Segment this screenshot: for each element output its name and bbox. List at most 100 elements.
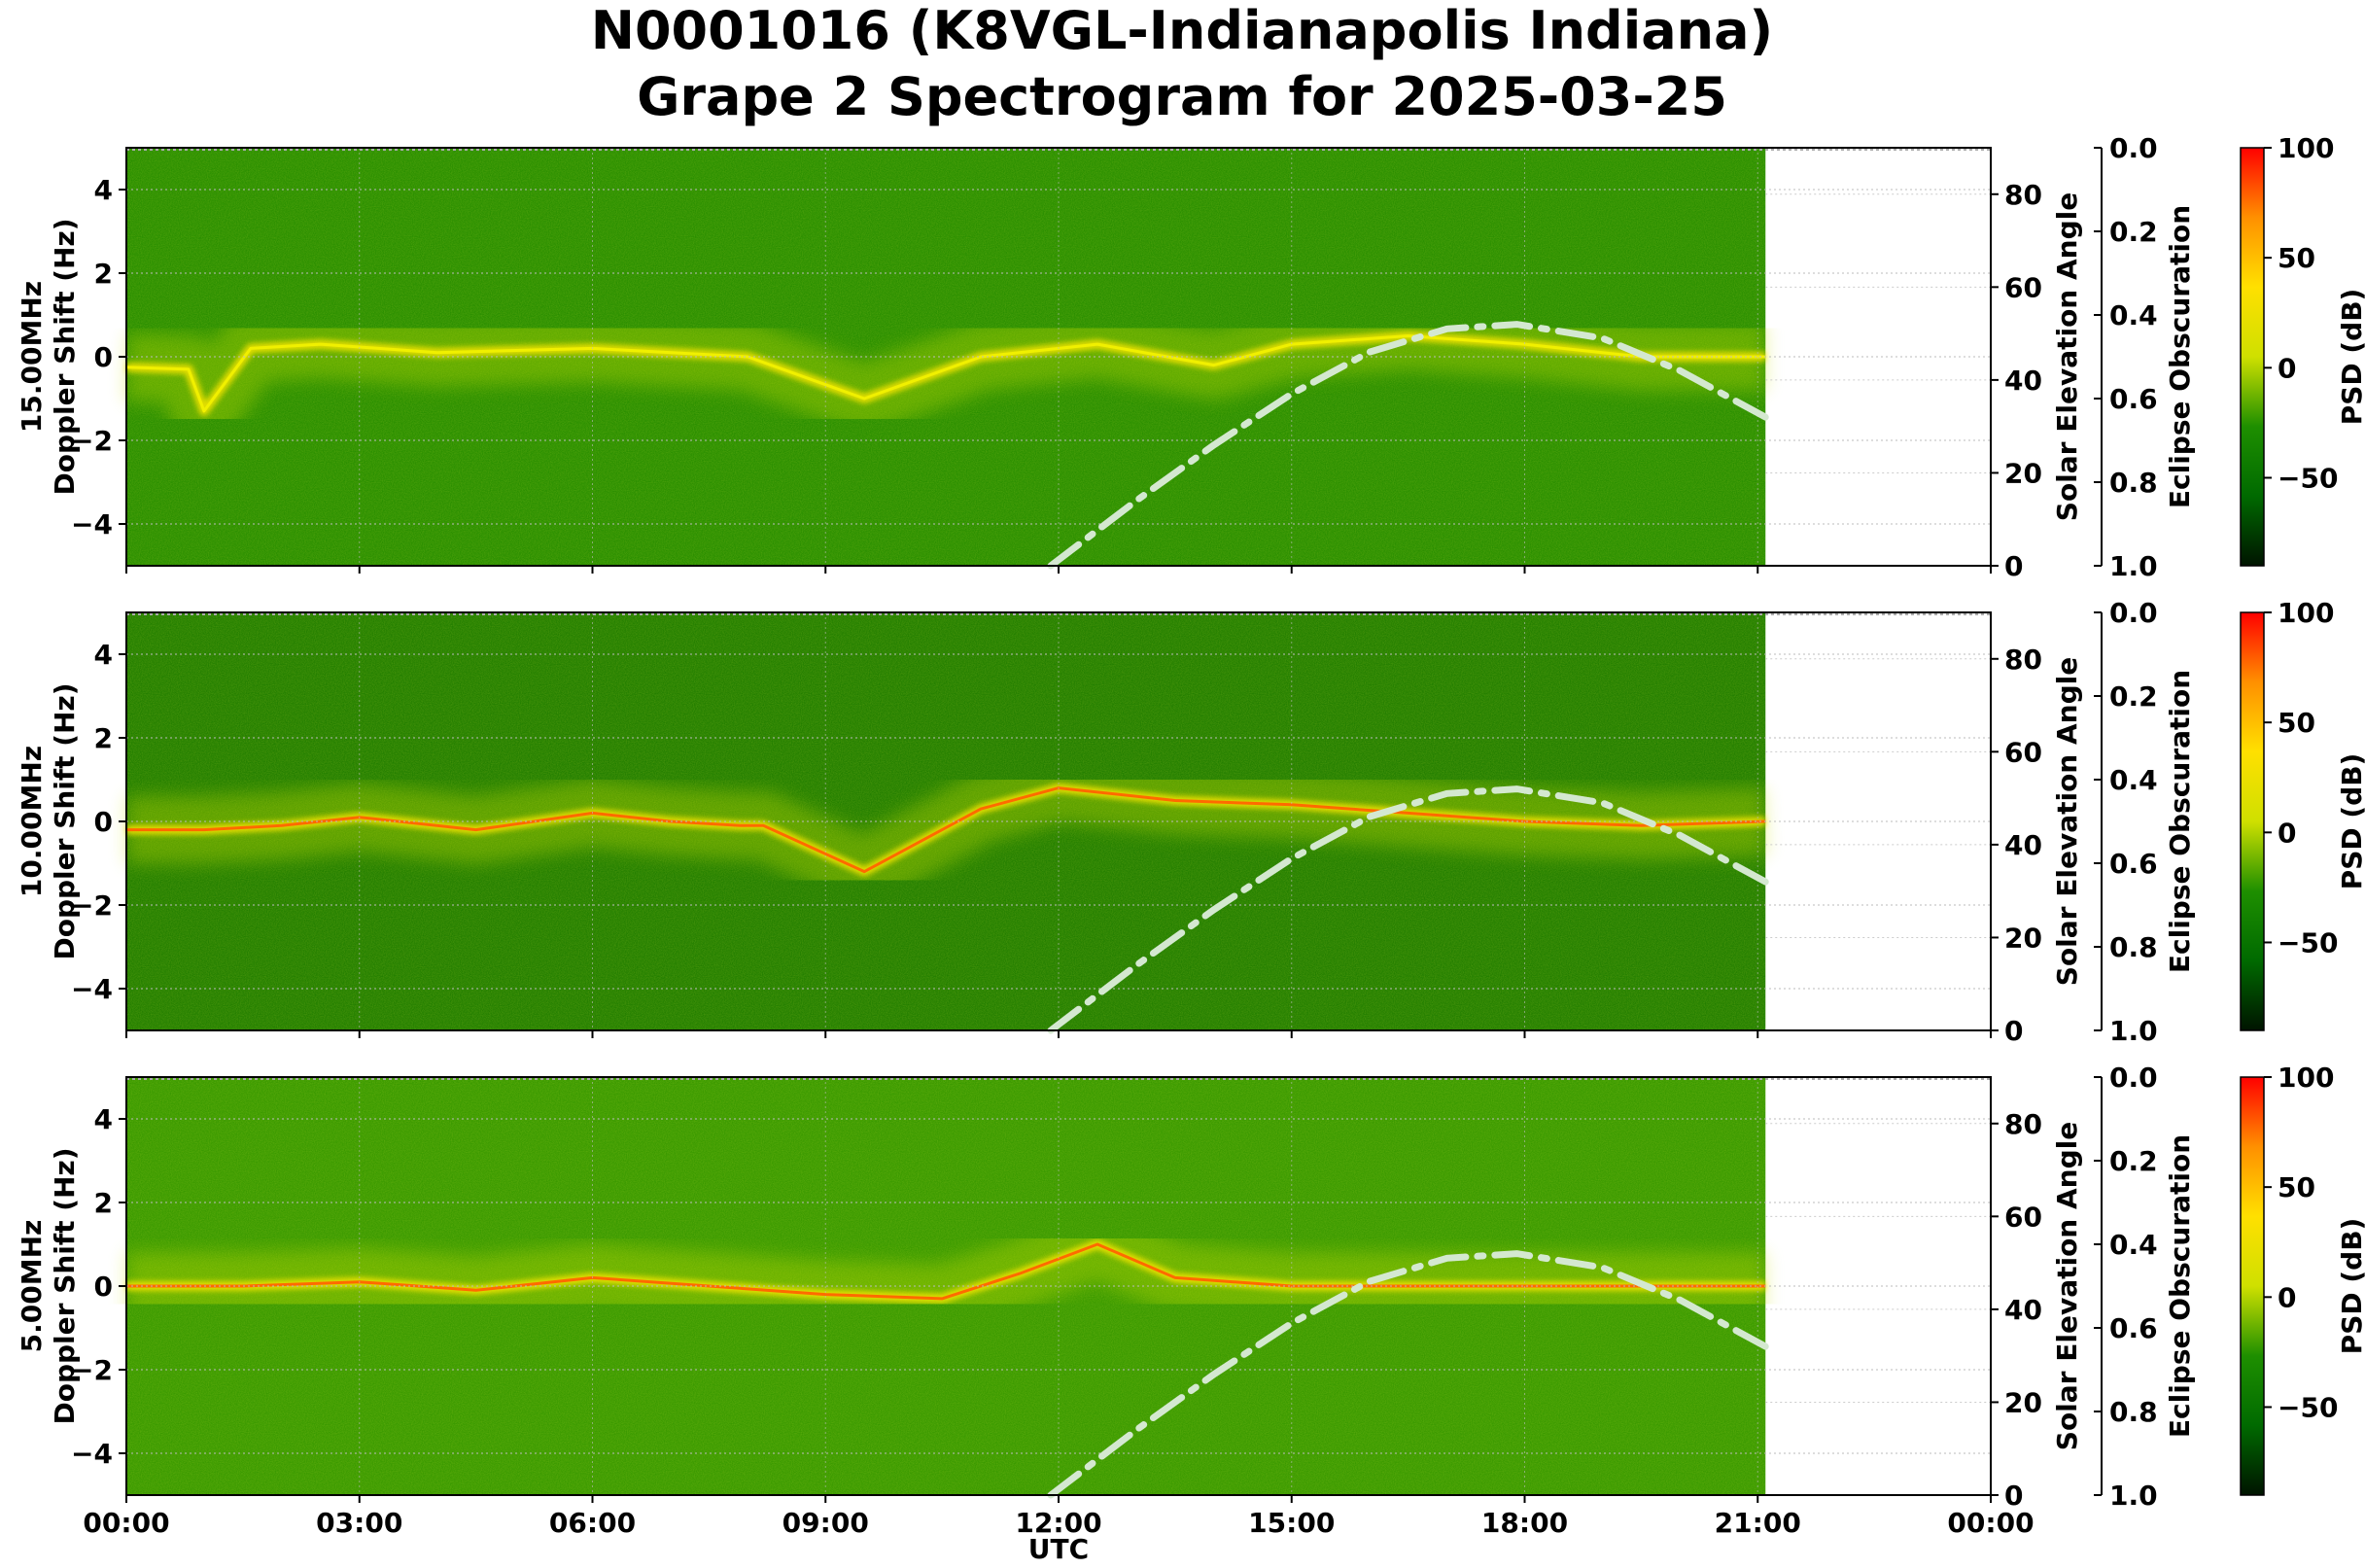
chart-title-line-1: N0001016 (K8VGL-Indianapolis Indiana)	[591, 0, 1773, 61]
y-tick-label: 0	[94, 1271, 113, 1303]
colorbar-tick-label: −50	[2278, 462, 2338, 494]
spectrogram-panels: 420−2−415.00MHzDoppler Shift (Hz)8060402…	[16, 132, 2365, 1539]
elev-tick-label: 80	[2004, 644, 2042, 676]
panel-0: 420−2−415.00MHzDoppler Shift (Hz)8060402…	[16, 132, 2365, 582]
eclipse-tick-label: 0.4	[2109, 1229, 2158, 1261]
y-tick-label: 2	[94, 1187, 113, 1219]
colorbar	[2240, 147, 2265, 567]
y-tick-label: −4	[71, 1438, 113, 1470]
elev-tick-label: 60	[2004, 1201, 2042, 1233]
x-tick-label: 12:00	[1015, 1507, 1101, 1539]
x-tick-label: 03:00	[316, 1507, 402, 1539]
signal-trace	[126, 1242, 1766, 1301]
elev-tick-label: 40	[2004, 365, 2042, 397]
elev-tick-label: 20	[2004, 922, 2042, 954]
panel-2: 420−2−45.00MHzDoppler Shift (Hz)80604020…	[16, 1062, 2365, 1539]
colorbar-tick-label: 100	[2278, 597, 2334, 629]
elev-tick-label: 0	[2004, 1480, 2023, 1512]
x-tick-label: 15:00	[1248, 1507, 1335, 1539]
doppler-axis-label: Doppler Shift (Hz)	[49, 218, 81, 495]
solar-elevation-curve	[1047, 1250, 1769, 1499]
y-tick-label: 4	[94, 639, 113, 671]
panel-frequency-label: 10.00MHz	[16, 746, 48, 897]
panel-frequency-label: 15.00MHz	[16, 281, 48, 433]
x-tick-label: 06:00	[549, 1507, 636, 1539]
solar-elevation-curve	[1047, 785, 1769, 1034]
x-tick-label: 18:00	[1481, 1507, 1568, 1539]
colorbar-label: PSD (dB)	[2336, 289, 2365, 426]
eclipse-tick-label: 0.0	[2109, 1062, 2158, 1094]
eclipse-tick-label: 0.6	[2109, 1312, 2158, 1344]
colorbar-label: PSD (dB)	[2336, 753, 2365, 890]
elev-tick-label: 80	[2004, 179, 2042, 211]
eclipse-tick-label: 0.0	[2109, 597, 2158, 629]
eclipse-axis-label: Eclipse Obscuration	[2164, 205, 2196, 508]
elev-axis-label: Solar Elevation Angle	[2051, 192, 2083, 521]
x-tick-label: 00:00	[83, 1507, 169, 1539]
elev-tick-label: 60	[2004, 271, 2042, 303]
colorbar-tick-label: 0	[2278, 1281, 2296, 1313]
y-axis-label: 5.00MHzDoppler Shift (Hz)	[16, 1147, 81, 1424]
elev-tick-label: 40	[2004, 1294, 2042, 1326]
chart-title-line-2: Grape 2 Spectrogram for 2025-03-25	[637, 66, 1727, 127]
eclipse-tick-label: 1.0	[2109, 1015, 2158, 1047]
doppler-axis-label: Doppler Shift (Hz)	[49, 1147, 81, 1424]
signal-trace	[126, 786, 1766, 874]
y-tick-label: −2	[71, 889, 113, 922]
signal-trace	[125, 334, 1766, 413]
elev-tick-label: 20	[2004, 1386, 2042, 1418]
eclipse-axis-label: Eclipse Obscuration	[2164, 1134, 2196, 1438]
eclipse-tick-label: 1.0	[2109, 1480, 2158, 1512]
eclipse-tick-label: 0.2	[2109, 1145, 2158, 1177]
elev-tick-label: 0	[2004, 1015, 2023, 1047]
eclipse-tick-label: 1.0	[2109, 550, 2158, 582]
y-tick-label: −4	[71, 973, 113, 1005]
y-tick-label: 4	[94, 1103, 113, 1135]
eclipse-tick-label: 0.6	[2109, 383, 2158, 415]
elev-tick-label: 80	[2004, 1108, 2042, 1140]
x-axis-label: UTC	[1028, 1533, 1089, 1565]
eclipse-tick-label: 0.8	[2109, 931, 2158, 963]
eclipse-tick-label: 0.6	[2109, 848, 2158, 880]
colorbar-tick-label: 0	[2278, 352, 2296, 384]
eclipse-tick-label: 0.8	[2109, 1396, 2158, 1428]
panel-1: 420−2−410.00MHzDoppler Shift (Hz)8060402…	[16, 597, 2365, 1047]
elev-axis-label: Solar Elevation Angle	[2051, 1122, 2083, 1450]
colorbar-tick-label: −50	[2278, 926, 2338, 958]
colorbar-tick-label: 100	[2278, 132, 2334, 164]
x-tick-label: 09:00	[783, 1507, 869, 1539]
eclipse-tick-label: 0.2	[2109, 680, 2158, 713]
colorbar-tick-label: −50	[2278, 1391, 2338, 1423]
colorbar-tick-label: 50	[2278, 1171, 2315, 1203]
eclipse-tick-label: 0.4	[2109, 764, 2158, 796]
colorbar-tick-label: 50	[2278, 707, 2315, 739]
y-tick-label: −2	[71, 425, 113, 457]
eclipse-axis-label: Eclipse Obscuration	[2164, 670, 2196, 973]
y-tick-label: −4	[71, 508, 113, 540]
colorbar	[2240, 611, 2265, 1031]
x-tick-label: 21:00	[1715, 1507, 1801, 1539]
y-tick-label: 0	[94, 341, 113, 373]
elev-tick-label: 20	[2004, 457, 2042, 489]
y-tick-label: 4	[94, 174, 113, 206]
colorbar-tick-label: 0	[2278, 817, 2296, 849]
panel-frequency-label: 5.00MHz	[16, 1220, 48, 1353]
colorbar-tick-label: 100	[2278, 1062, 2334, 1094]
elev-tick-label: 40	[2004, 829, 2042, 861]
eclipse-tick-label: 0.0	[2109, 132, 2158, 164]
y-tick-label: 2	[94, 258, 113, 290]
y-tick-label: 0	[94, 806, 113, 838]
x-tick-label: 00:00	[1947, 1507, 2034, 1539]
doppler-axis-label: Doppler Shift (Hz)	[49, 682, 81, 959]
y-tick-label: −2	[71, 1354, 113, 1386]
colorbar-tick-label: 50	[2278, 242, 2315, 274]
eclipse-tick-label: 0.2	[2109, 216, 2158, 248]
elev-tick-label: 60	[2004, 736, 2042, 768]
elev-tick-label: 0	[2004, 550, 2023, 582]
solar-elevation-curve	[1047, 321, 1769, 570]
y-axis-label: 15.00MHzDoppler Shift (Hz)	[16, 218, 81, 495]
elev-axis-label: Solar Elevation Angle	[2051, 657, 2083, 986]
eclipse-tick-label: 0.4	[2109, 299, 2158, 331]
eclipse-tick-label: 0.8	[2109, 467, 2158, 499]
